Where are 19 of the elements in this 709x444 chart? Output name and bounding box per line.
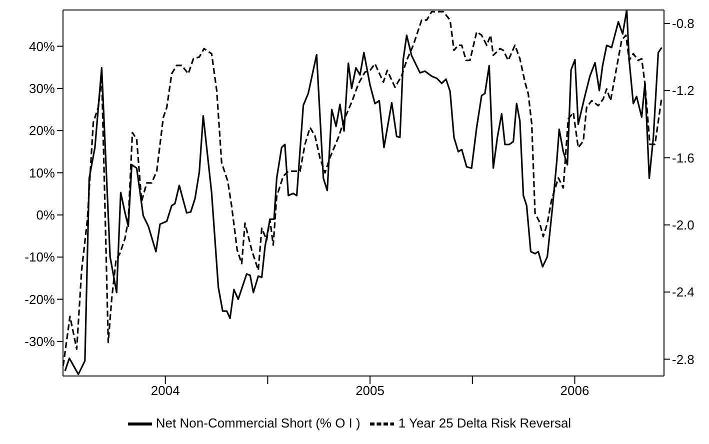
legend-label: 1 Year 25 Delta Risk Reversal — [398, 415, 572, 430]
y-tick-label: 0% — [36, 208, 56, 223]
y-tick-label: -30% — [24, 334, 56, 350]
y2-tick-label: -2.0 — [672, 218, 694, 233]
y-tick-label: -20% — [24, 292, 56, 307]
y2-tick-label: -1.2 — [672, 83, 694, 98]
y-tick-label: 40% — [28, 38, 56, 54]
y-tick-label: 10% — [28, 165, 56, 180]
y2-tick-label: -2.4 — [672, 284, 694, 300]
y2-tick-label: -1.6 — [672, 150, 694, 166]
y2-tick-label: -2.8 — [672, 352, 694, 367]
x-tick-label: 2004 — [150, 383, 180, 398]
legend-label: Net Non-Commercial Short (% O I ) — [156, 415, 360, 430]
y-tick-label: 20% — [28, 123, 56, 138]
y2-tick-label: -0.8 — [672, 16, 694, 32]
y-tick-label: -10% — [24, 250, 56, 265]
x-tick-label: 2005 — [356, 383, 385, 398]
y-tick-label: 30% — [28, 81, 56, 96]
x-tick-label: 2006 — [560, 383, 590, 398]
